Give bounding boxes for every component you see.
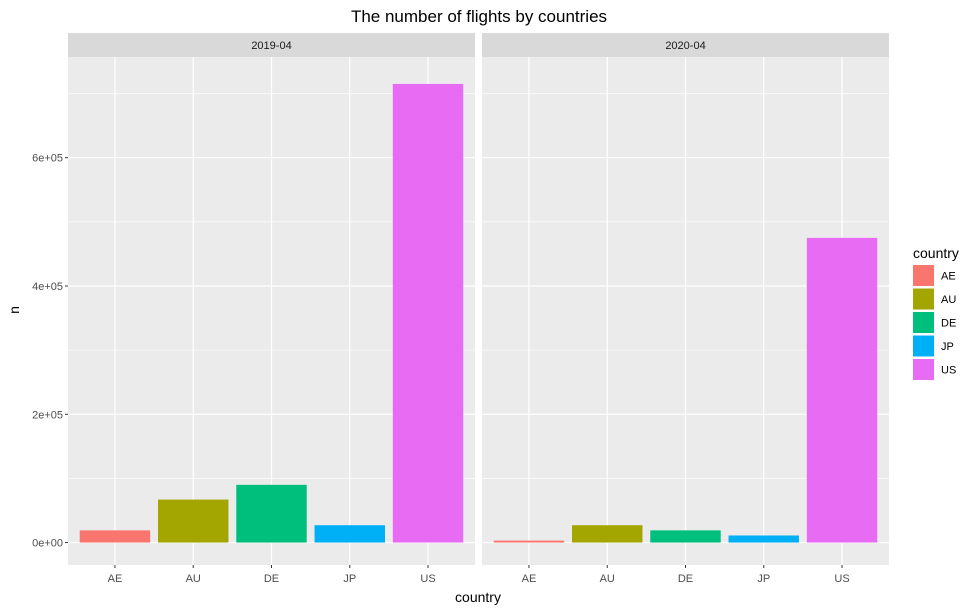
bar-AE (79, 530, 151, 543)
x-tick-label: DE (678, 573, 693, 585)
x-tick-label: US (834, 573, 849, 585)
facet-panel-2020-04: 2020-04 AE AU DE JP US (482, 33, 889, 585)
legend-label-JP: JP (941, 341, 954, 353)
legend-label-AU: AU (941, 294, 956, 306)
bar-JP (728, 535, 799, 543)
bar-US (806, 237, 878, 543)
y-tick-label: 2e+05 (32, 409, 63, 421)
y-tick-label: 6e+05 (32, 153, 63, 165)
legend-label-DE: DE (941, 318, 956, 330)
facet-strip (68, 33, 475, 57)
legend-label-US: US (941, 365, 956, 377)
legend: country AE AU DE JP US (913, 245, 959, 380)
bar-DE (650, 530, 721, 543)
legend-title: country (913, 245, 959, 261)
y-tick-label: 0e+00 (32, 538, 63, 550)
x-tick-label: AU (186, 573, 201, 585)
x-tick-label: AU (600, 573, 615, 585)
y-axis-title: n (6, 306, 22, 314)
facets: 2019-04 AE AU DE JP US 2020-04 AE AU DE JP US (68, 33, 889, 585)
y-tick-label: 4e+05 (32, 281, 63, 293)
facet-strip (482, 33, 889, 57)
facet-strip-label: 2020-04 (665, 40, 705, 52)
y-axis: 0e+00 2e+05 4e+05 6e+05 (32, 153, 68, 550)
facet-panel-2019-04: 2019-04 AE AU DE JP US (68, 33, 475, 585)
bar-AU (158, 499, 229, 543)
x-tick-label: AE (522, 573, 537, 585)
bar-JP (314, 525, 385, 543)
x-tick-label: JP (757, 573, 770, 585)
legend-key-DE (913, 312, 934, 333)
bar-AU (572, 525, 643, 543)
bar-US (392, 83, 464, 543)
bar-DE (236, 484, 307, 543)
legend-label-AE: AE (941, 271, 956, 283)
legend-key-AE (913, 265, 934, 286)
legend-key-AU (913, 288, 934, 310)
x-tick-label: US (420, 573, 435, 585)
x-tick-label: DE (264, 573, 279, 585)
chart-title: The number of flights by countries (351, 7, 607, 26)
facet-strip-label: 2019-04 (251, 40, 291, 52)
legend-key-US (913, 359, 934, 380)
x-axis-title: country (455, 589, 501, 605)
x-tick-label: AE (108, 573, 123, 585)
legend-key-JP (913, 335, 934, 357)
bar-AE (493, 540, 565, 543)
x-tick-label: JP (343, 573, 356, 585)
